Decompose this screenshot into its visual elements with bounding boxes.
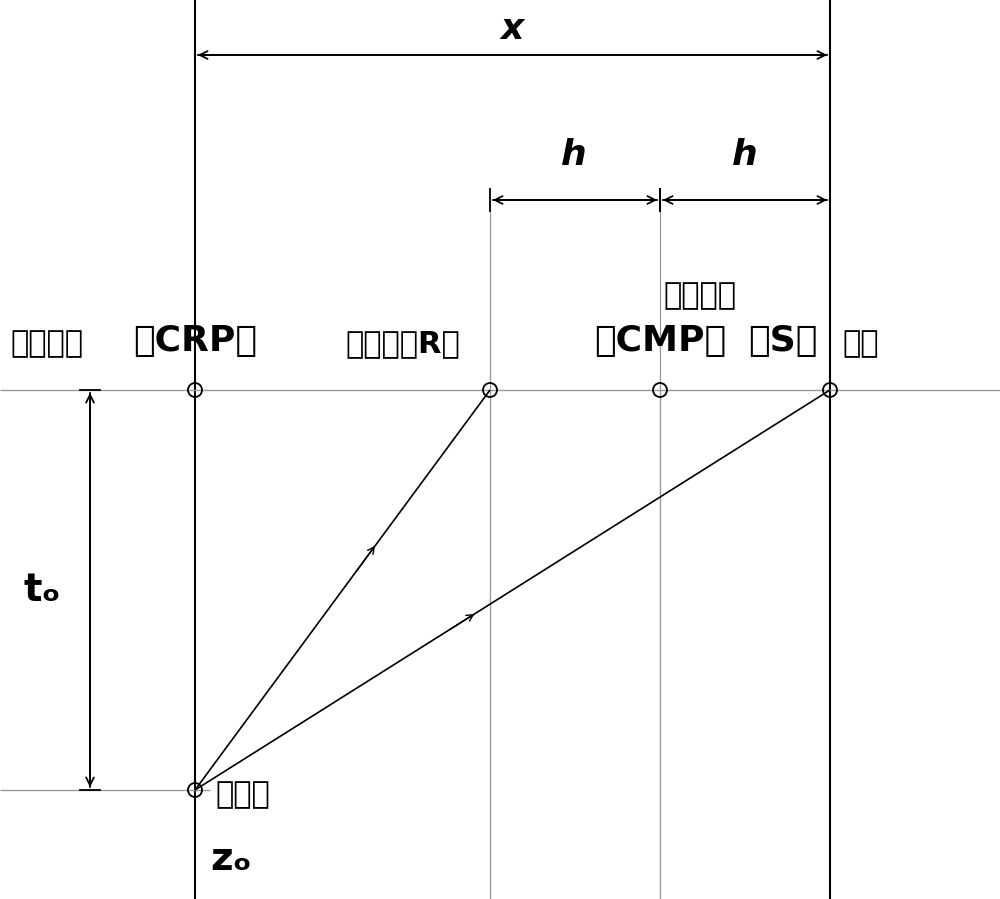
Text: zₒ: zₒ	[210, 840, 252, 878]
Text: tₒ: tₒ	[23, 571, 61, 609]
Text: （CMP）: （CMP）	[594, 324, 726, 358]
Text: x: x	[500, 12, 524, 46]
Text: （CRP）: （CRP）	[133, 324, 257, 358]
Text: h: h	[561, 138, 587, 172]
Text: h: h	[732, 138, 758, 172]
Text: 发散点: 发散点	[215, 780, 270, 809]
Text: （S）: （S）	[749, 324, 818, 358]
Text: 共反射点: 共反射点	[10, 329, 83, 358]
Text: 共中心点: 共中心点	[664, 281, 736, 310]
Text: 接收点（R）: 接收点（R）	[345, 329, 460, 358]
Text: 震源: 震源	[842, 329, 879, 358]
